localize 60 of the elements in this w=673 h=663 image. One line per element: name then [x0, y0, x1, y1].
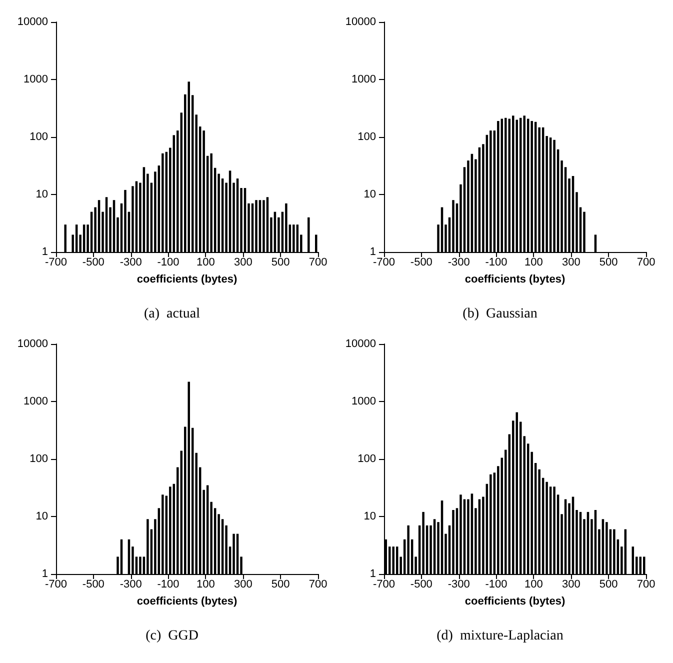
- x-tick-label: 500: [599, 578, 618, 590]
- x-tick-label: 300: [234, 578, 252, 590]
- x-tick-label: 700: [308, 256, 328, 268]
- x-axis-title: coefficients (bytes): [136, 596, 238, 608]
- x-tick-label: -100: [485, 256, 508, 268]
- text: (c) GGD: [146, 628, 198, 644]
- y-tick-label: 10: [364, 510, 376, 522]
- y-tick-label: 10000: [345, 16, 376, 28]
- x-tick-label: -700: [44, 578, 68, 590]
- x-axis-title: coefficients (bytes): [464, 596, 566, 608]
- y-tick-label: 100: [30, 453, 48, 465]
- x-tick-label: -500: [410, 578, 432, 590]
- x-tick-label: -100: [157, 578, 180, 590]
- y-tick-label: 10: [36, 188, 48, 200]
- x-tick-label: 700: [308, 578, 328, 590]
- text: (b) Gaussian: [462, 306, 538, 322]
- x-tick-label: 500: [271, 578, 290, 590]
- y-tick-label: 100: [358, 131, 376, 143]
- y-tick-label: 1: [370, 246, 376, 258]
- x-tick-label: -100: [157, 256, 180, 268]
- x-tick-label: 100: [524, 256, 543, 268]
- x-axis-title: coefficients (bytes): [136, 274, 238, 286]
- y-tick-label: 1000: [24, 396, 48, 408]
- x-tick-label: 100: [524, 578, 543, 590]
- y-tick-label: 1000: [352, 74, 376, 86]
- text: (d) mixture-Laplacian: [436, 628, 564, 644]
- y-tick-label: 10: [364, 188, 376, 200]
- x-tick-label: 300: [562, 578, 580, 590]
- x-tick-label: 700: [636, 256, 656, 268]
- x-tick-label: -500: [82, 578, 104, 590]
- x-tick-label: 100: [196, 256, 215, 268]
- x-tick-label: -700: [372, 256, 396, 268]
- y-tick-label: 1: [370, 568, 376, 580]
- y-tick-label: 1000: [352, 396, 376, 408]
- x-tick-label: 700: [636, 578, 656, 590]
- x-tick-label: -300: [120, 578, 142, 590]
- y-tick-label: 100: [30, 131, 48, 143]
- y-tick-label: 1: [42, 568, 48, 580]
- x-tick-label: -300: [448, 256, 470, 268]
- x-tick-label: 300: [234, 256, 252, 268]
- y-tick-label: 10000: [17, 16, 48, 28]
- x-tick-label: 500: [599, 256, 618, 268]
- x-axis-title: coefficients (bytes): [464, 274, 566, 286]
- x-tick-label: -500: [410, 256, 432, 268]
- x-tick-label: -700: [44, 256, 68, 268]
- text: (a) actual: [144, 306, 200, 322]
- y-tick-label: 10000: [17, 338, 48, 350]
- x-tick-label: -700: [372, 578, 396, 590]
- y-tick-label: 1: [42, 246, 48, 258]
- x-tick-label: -100: [485, 578, 508, 590]
- x-tick-label: -500: [82, 256, 104, 268]
- x-tick-label: 100: [196, 578, 215, 590]
- x-tick-label: 300: [562, 256, 580, 268]
- y-tick-label: 100: [358, 453, 376, 465]
- x-tick-label: -300: [120, 256, 142, 268]
- y-tick-label: 10000: [345, 338, 376, 350]
- y-tick-label: 1000: [24, 74, 48, 86]
- x-tick-label: 500: [271, 256, 290, 268]
- x-tick-label: -300: [448, 578, 470, 590]
- y-tick-label: 10: [36, 510, 48, 522]
